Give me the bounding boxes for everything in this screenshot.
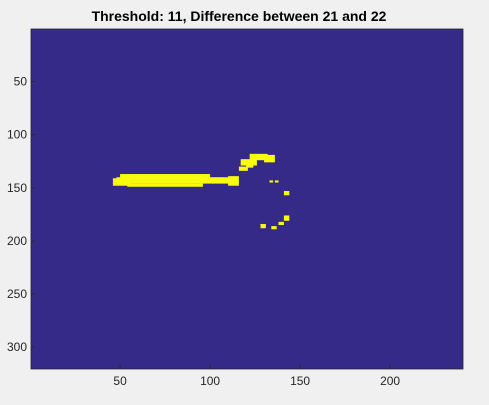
x-tick-label: 150 [290, 374, 310, 388]
y-tick-label: 50 [14, 75, 28, 89]
y-tick-label: 150 [7, 181, 27, 195]
mask-region-cluster [240, 159, 257, 166]
mask-region-cluster [249, 153, 268, 161]
mask-region-speck [278, 221, 284, 226]
mask-region-speck [283, 191, 290, 196]
chart-title: Threshold: 11, Difference between 21 and… [92, 8, 387, 24]
y-tick-label: 250 [7, 287, 27, 301]
x-tick-label: 100 [200, 374, 220, 388]
mask-region-speck [283, 215, 290, 221]
mask-region-streak [112, 178, 131, 186]
y-tick-label: 200 [7, 234, 27, 248]
axes-box [30, 28, 464, 370]
heatmap-background [31, 29, 463, 369]
y-tick-label: 300 [7, 340, 27, 354]
mask-region-speck [274, 180, 279, 183]
axis-ticks: 50 100 150 200 50 100 150 200 250 300 [7, 75, 400, 388]
mask-region-cluster [264, 154, 275, 163]
x-tick-label: 200 [380, 374, 400, 388]
mask-region-cluster [246, 163, 254, 168]
plot-area [30, 28, 464, 370]
mask-region-hook [228, 176, 239, 186]
y-tick-label: 100 [7, 128, 27, 142]
mask-region-streak [127, 183, 203, 187]
mask-region-speck [269, 180, 274, 183]
mask-region-cluster [238, 166, 248, 171]
mask-region-streak [116, 177, 232, 184]
x-tick-label: 50 [113, 374, 127, 388]
mask-region-speck [271, 226, 277, 230]
mask-region-speck [260, 223, 266, 229]
mask-region-streak [120, 174, 211, 179]
